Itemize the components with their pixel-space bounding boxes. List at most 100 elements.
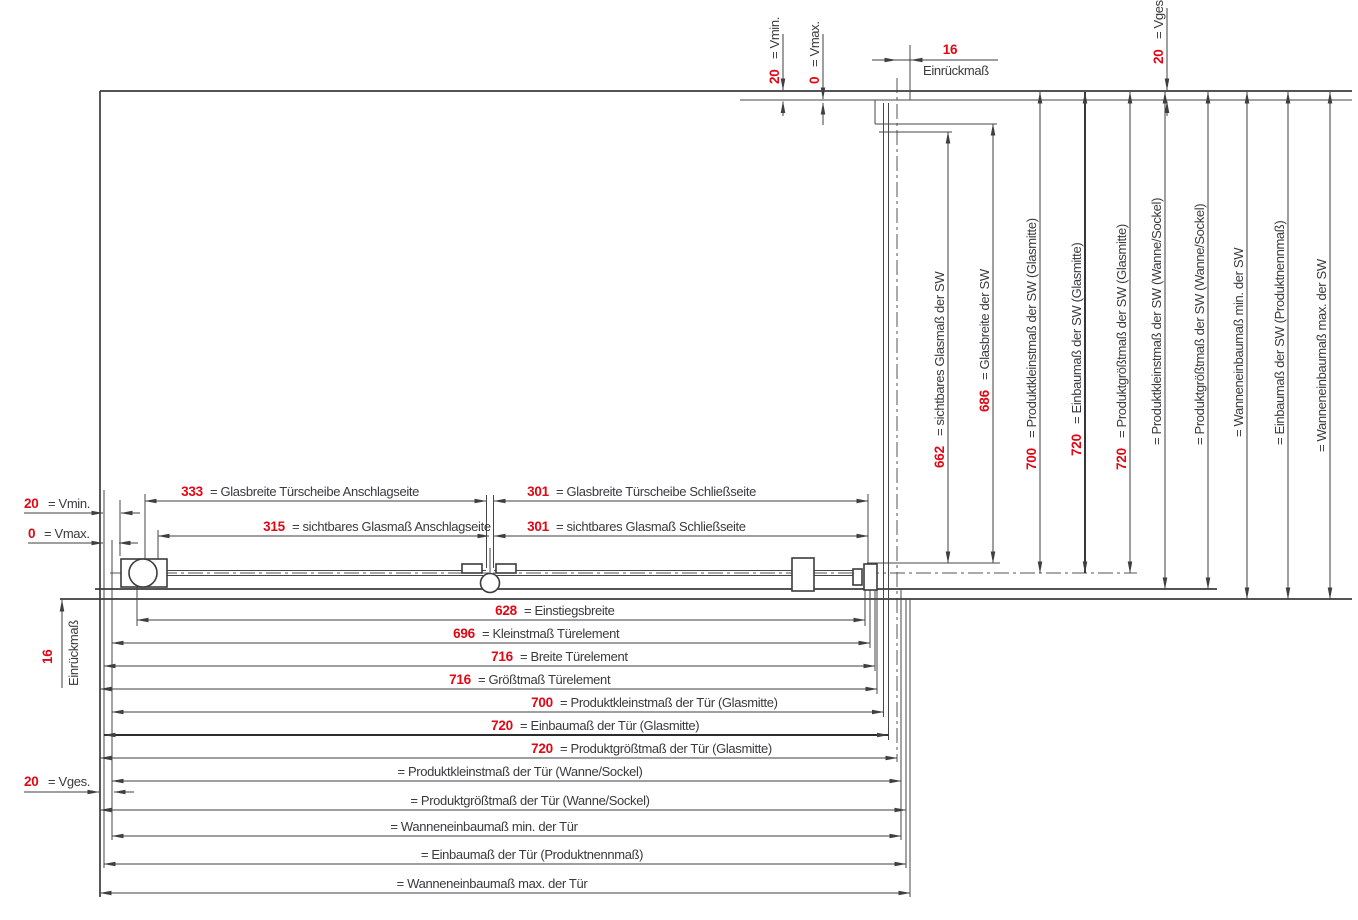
dim-value: 716 [449,672,472,687]
dim-value: 720 [491,718,513,733]
dim-value: 662 [932,446,947,468]
dim-label: = Produktkleinstmaß der Tür (Wanne/Socke… [397,764,642,779]
dim-value: 20 [1151,49,1166,64]
dim-row-einbaumass-glasmitte: 720 = Einbaumaß der Tür (Glasmitte) [103,718,889,738]
dim-value: 20 [767,69,782,84]
dim-label: = Wanneneinbaumaß min. der Tür [390,819,578,834]
dim-label: Einrückmaß [66,620,81,686]
door-end-profile [852,568,863,586]
dim-value: 20 [24,496,39,511]
glass-clamp [461,563,483,574]
dim-value: 720 [531,741,553,756]
dim-label: = Produktkleinstmaß der SW (Glasmitte) [1024,218,1039,438]
dim-label: = Einbaumaß der Tür (Produktnennmaß) [421,847,643,862]
adjust-sw-vmax: 0 = Vmax. [807,21,826,125]
dim-label: = Vmax. [807,21,822,67]
dim-value: 696 [453,626,476,641]
dim-row-produktgroesstmass-glasmitte: 720 = Produktgrößtmaß der Tür (Glasmitte… [99,741,898,761]
dim-row-produktkleinstmass-glasmitte: 700 = Produktkleinstmaß der Tür (Glasmit… [111,695,884,715]
dim-value: 20 [24,774,39,789]
dim-label: = Wanneneinbaumaß min. der SW [1231,247,1246,437]
dim-glasbreite-anschlagseite: 333 = Glasbreite Türscheibe Anschlagseit… [144,484,487,504]
hardware [120,557,878,594]
dim-sw-sichtbares-glasmass: 662 = sichtbares Glasmaß der SW [932,131,951,564]
dim-row-wanneneinbaumass-min: = Wanneneinbaumaß min. der Tür [111,819,902,839]
structure [60,45,1352,897]
dim-value: 700 [1024,448,1039,470]
dim-label: = Produktgrößtmaß der SW (Glasmitte) [1114,224,1129,438]
dim-label: = Einbaumaß der Tür (Glasmitte) [520,718,699,733]
dim-value: 716 [491,649,514,664]
adjust-door-vges: 20 = Vges. [24,774,134,795]
dim-label: = Vmin. [767,17,782,59]
dim-label: = Breite Türelement [520,649,628,664]
dim-label: = Wanneneinbaumaß max. der Tür [397,876,589,891]
dim-row-einbaumass-produktnennmass: = Einbaumaß der Tür (Produktnennmaß) [103,847,907,867]
dim-value: 0 [807,77,822,84]
dim-label: = Produktgrößtmaß der Tür (Wanne/Sockel) [410,793,649,808]
dim-label: = Glasbreite der SW [977,268,992,380]
dim-row-produktgroesstmass-wanne-sockel: = Produktgrößtmaß der Tür (Wanne/Sockel) [99,793,907,813]
dim-sw-produktgroesstmass-glasmitte: 720 = Produktgrößtmaß der SW (Glasmitte) [1114,91,1133,574]
dim-row-kleinstmass-tuerelement: 696 = Kleinstmaß Türelement [111,626,871,646]
hinge-pivot [128,558,158,588]
dim-label: = Vmin. [48,496,90,511]
dim-sichtbares-glasmass-schliessseite: 301 = sichtbares Glasmaß Schließseite [493,519,869,539]
dim-value: 16 [943,42,958,57]
dim-label: = Größtmaß Türelement [478,672,611,687]
dim-row-produktkleinstmass-wanne-sockel: = Produktkleinstmaß der Tür (Wanne/Socke… [111,764,902,784]
dim-value: 333 [181,484,204,499]
dim-value: 0 [28,526,35,541]
dim-label: = Produktgrößtmaß der SW (Wanne/Sockel) [1192,204,1207,445]
dim-value: 700 [531,695,553,710]
adjust-door-einrueckmass: 16 Einrückmaß [40,599,81,688]
dim-sw-einbaumass-glasmitte: 720 = Einbaumaß der SW (Glasmitte) [1069,91,1088,574]
dim-sw-wanneneinbaumass-min: = Wanneneinbaumaß min. der SW [1231,91,1250,600]
adjust-door-vmin: 20 = Vmin. [24,496,140,516]
dim-value: 301 [527,519,550,534]
wall-bracket [791,557,815,592]
dim-label: = sichtbares Glasmaß Anschlagseite [292,519,491,534]
dim-sw-produktkleinstmass-wanne-sockel: = Produktkleinstmaß der SW (Wanne/Sockel… [1149,91,1168,590]
dim-label: = Glasbreite Türscheibe Schließseite [556,484,756,499]
dim-sw-wanneneinbaumass-max: = Wanneneinbaumaß max. der SW [1314,91,1333,600]
glass-clamp [495,563,517,574]
dim-sw-produktgroesstmass-wanne-sockel: = Produktgrößtmaß der SW (Wanne/Sockel) [1192,91,1211,590]
dim-label: = Produktgrößtmaß der Tür (Glasmitte) [560,741,772,756]
dim-label: = Einstiegsbreite [524,603,615,618]
dim-glasbreite-schliessseite: 301 = Glasbreite Türscheibe Schließseite [493,484,869,504]
dim-sichtbares-glasmass-anschlagseite: 315 = sichtbares Glasmaß Anschlagseite [157,519,491,539]
dim-label: = Vmax. [44,526,90,541]
corner-profile [863,563,878,591]
dim-label: = Produktkleinstmaß der SW (Wanne/Sockel… [1149,198,1164,445]
adjust-sw-einrueckmass: 16 Einrückmaß [872,42,998,78]
adjust-sw-vmin: 20 = Vmin. [767,17,786,116]
dim-label: = Einbaumaß der SW (Glasmitte) [1069,243,1084,424]
dim-row-groesstmass-tuerelement: 716 = Größtmaß Türelement [99,672,878,692]
dim-label: = Produktkleinstmaß der Tür (Glasmitte) [560,695,778,710]
dim-value: 686 [977,389,992,412]
dim-value: 16 [40,649,55,664]
dim-label: = Wanneneinbaumaß max. der SW [1314,258,1329,452]
dim-row-breite-tuerelement: 716 = Breite Türelement [103,649,876,669]
centerlines [110,78,1137,762]
dim-row-wanneneinbaumass-max: = Wanneneinbaumaß max. der Tür [99,876,911,896]
dim-sw-einbaumass-produktnennmass: = Einbaumaß der SW (Produktnennmaß) [1272,91,1291,600]
dim-label: = Einbaumaß der SW (Produktnennmaß) [1272,221,1287,445]
dim-value: 720 [1114,448,1129,470]
dim-label: = Vges. [48,774,90,789]
adjust-door-vmax: 0 = Vmax. [28,526,138,546]
dim-label: = sichtbares Glasmaß Schließseite [556,519,746,534]
dim-sw-glasbreite: 686 = Glasbreite der SW [977,123,996,564]
dim-value: 315 [263,519,286,534]
dim-label: = Glasbreite Türscheibe Anschlagseite [210,484,419,499]
dim-label: = sichtbares Glasmaß der SW [932,271,947,436]
dim-row-einstiegsbreite: 628 = Einstiegsbreite [136,603,866,623]
door-knob [479,572,501,594]
dim-value: 628 [495,603,518,618]
dim-value: 720 [1069,434,1084,456]
dim-label: = Vges. [1151,0,1166,39]
dim-label: = Kleinstmaß Türelement [482,626,620,641]
